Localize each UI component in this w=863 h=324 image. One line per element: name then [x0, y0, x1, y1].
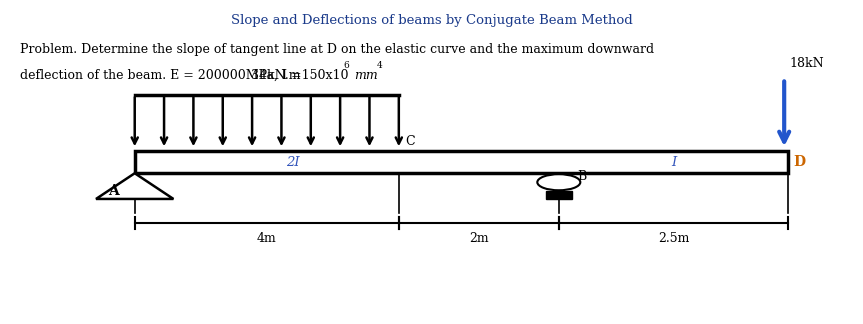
Text: I: I [671, 156, 677, 168]
FancyBboxPatch shape [135, 151, 789, 173]
Text: 34kN.m: 34kN.m [250, 69, 300, 82]
Text: Problem. Determine the slope of tangent line at D on the elastic curve and the m: Problem. Determine the slope of tangent … [21, 43, 654, 56]
Text: deflection of the beam. E = 200000MPa, I =150x10: deflection of the beam. E = 200000MPa, I… [21, 69, 349, 82]
Text: 2m: 2m [469, 232, 488, 245]
Text: mm: mm [354, 69, 378, 82]
Text: D: D [794, 155, 806, 169]
Circle shape [538, 174, 580, 190]
Text: 4m: 4m [257, 232, 277, 245]
Text: 4: 4 [376, 61, 382, 70]
Text: 18kN: 18kN [790, 57, 824, 70]
Polygon shape [96, 173, 173, 199]
Text: 2.5m: 2.5m [658, 232, 690, 245]
Text: C: C [406, 134, 415, 147]
Text: B: B [577, 170, 587, 183]
Text: A: A [108, 184, 118, 199]
FancyBboxPatch shape [546, 191, 571, 199]
Text: Slope and Deflections of beams by Conjugate Beam Method: Slope and Deflections of beams by Conjug… [230, 14, 633, 27]
Text: 6: 6 [343, 61, 349, 70]
Text: 2I: 2I [286, 156, 299, 168]
